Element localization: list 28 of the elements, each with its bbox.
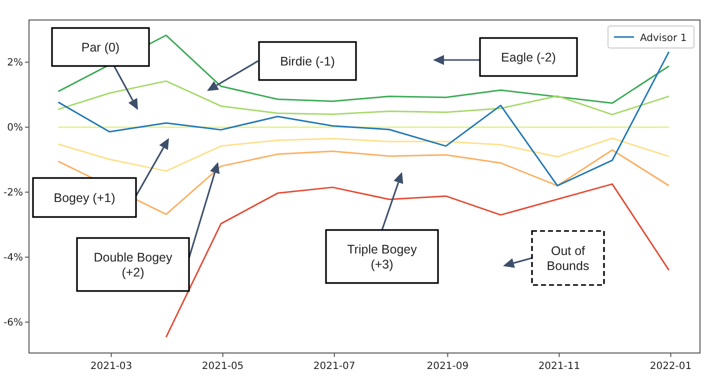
annotation: Triple Bogey (+3) xyxy=(347,242,418,272)
annotation: Out of Bounds xyxy=(546,244,590,273)
y-tick-label: -2% xyxy=(4,188,23,199)
callout: Par (0) xyxy=(51,27,150,67)
callout: Birdie (-1) xyxy=(258,41,357,81)
callout: Triple Bogey (+3) xyxy=(325,229,439,284)
y-tick-label: 0% xyxy=(7,122,23,134)
annotation: Bogey (+1) xyxy=(54,191,116,205)
annotation: Double Bogey (+2) xyxy=(94,250,174,280)
legend-label: Advisor 1 xyxy=(640,33,687,44)
x-tick-label: 2022-01 xyxy=(650,361,692,372)
annotation: Par (0) xyxy=(81,40,120,54)
callout: Eagle (-2) xyxy=(479,37,578,77)
y-tick-label: 2% xyxy=(7,58,23,69)
annotation: Birdie (-1) xyxy=(280,54,335,68)
x-tick-label: 2021-07 xyxy=(313,361,356,372)
callout: Bogey (+1) xyxy=(32,177,137,218)
callout: Double Bogey (+2) xyxy=(76,237,190,292)
callout: Out of Bounds xyxy=(531,230,605,286)
line-series xyxy=(58,138,670,172)
x-tick-label: 2021-09 xyxy=(426,361,469,372)
annotation: Eagle (-2) xyxy=(501,50,556,64)
line-series xyxy=(58,80,670,116)
y-tick-label: -4% xyxy=(4,252,23,264)
x-tick-label: 2021-03 xyxy=(90,361,132,372)
x-tick-label: 2021-11 xyxy=(538,361,580,372)
y-tick-label: -6% xyxy=(4,318,23,329)
x-tick-label: 2021-05 xyxy=(202,361,244,372)
